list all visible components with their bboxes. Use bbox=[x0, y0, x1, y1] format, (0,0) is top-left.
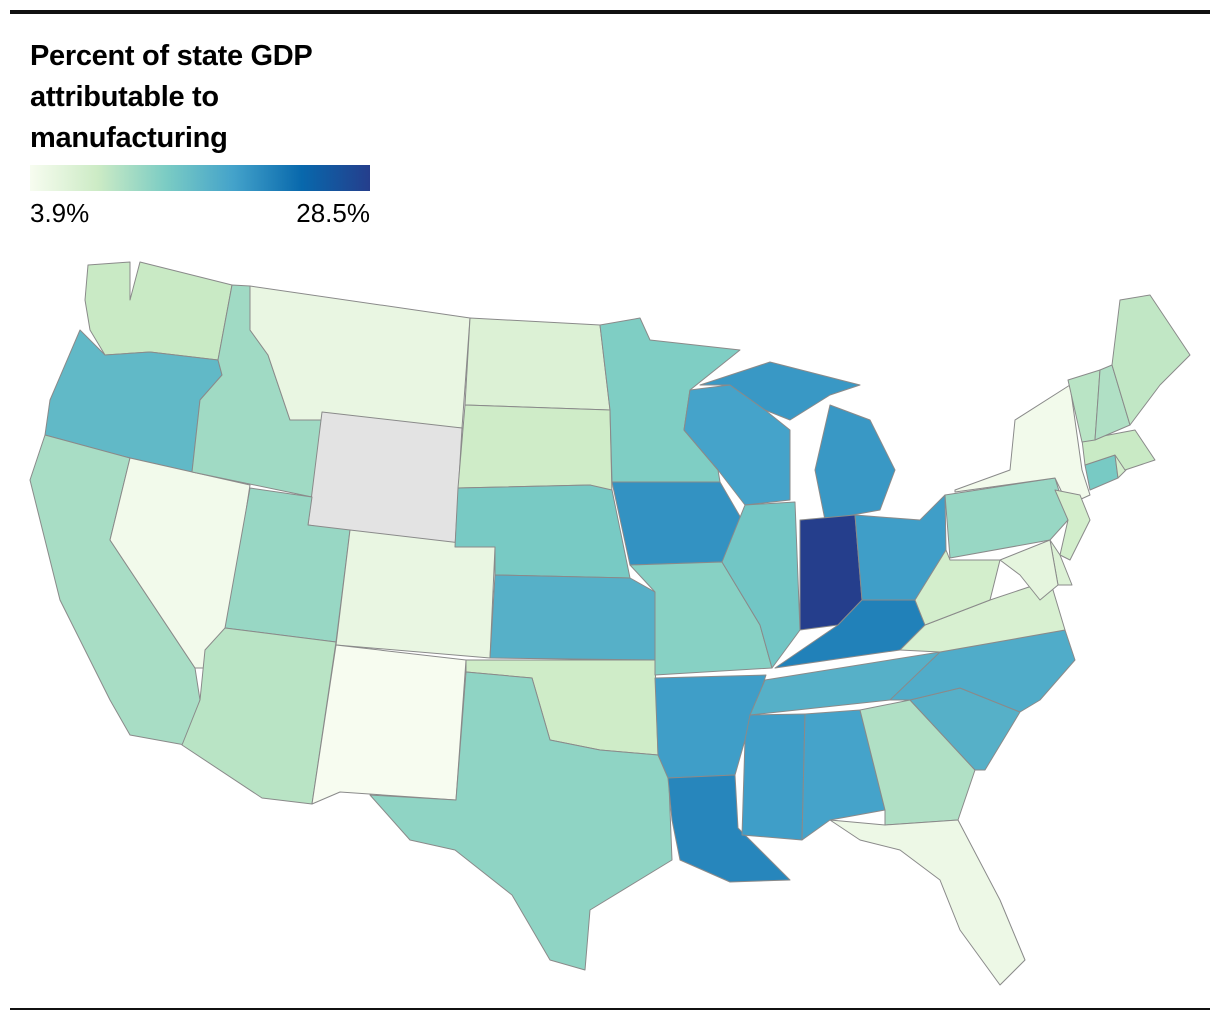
state-fl[interactable] bbox=[829, 819, 1026, 986]
state-wy[interactable] bbox=[307, 411, 463, 548]
state-nm[interactable] bbox=[311, 644, 467, 805]
state-co[interactable] bbox=[335, 529, 496, 659]
state-ms[interactable] bbox=[741, 713, 806, 841]
state-me[interactable] bbox=[1111, 294, 1191, 426]
state-ks[interactable] bbox=[489, 574, 656, 661]
state-al[interactable] bbox=[801, 709, 886, 841]
state-md[interactable] bbox=[999, 539, 1059, 601]
legend-max-label: 28.5% bbox=[296, 198, 370, 228]
state-la[interactable] bbox=[667, 774, 791, 883]
state-nd[interactable] bbox=[464, 317, 611, 411]
state-ny[interactable] bbox=[954, 384, 1091, 506]
state-sd[interactable] bbox=[457, 404, 613, 496]
state-az[interactable] bbox=[181, 627, 337, 805]
state-ia[interactable] bbox=[611, 481, 746, 566]
state-mi[interactable] bbox=[699, 361, 896, 521]
legend-color-bar bbox=[30, 165, 370, 191]
state-wa[interactable] bbox=[84, 261, 233, 361]
map-title: Percent of state GDP attributable to man… bbox=[30, 40, 312, 154]
state-il[interactable] bbox=[721, 501, 801, 669]
state-nj[interactable] bbox=[1054, 489, 1091, 561]
top-rule bbox=[10, 10, 1210, 14]
legend-min-label: 3.9% bbox=[30, 198, 90, 228]
bottom-rule bbox=[10, 1008, 1210, 1010]
state-ma[interactable] bbox=[1081, 429, 1156, 471]
state-tx[interactable] bbox=[369, 671, 673, 971]
